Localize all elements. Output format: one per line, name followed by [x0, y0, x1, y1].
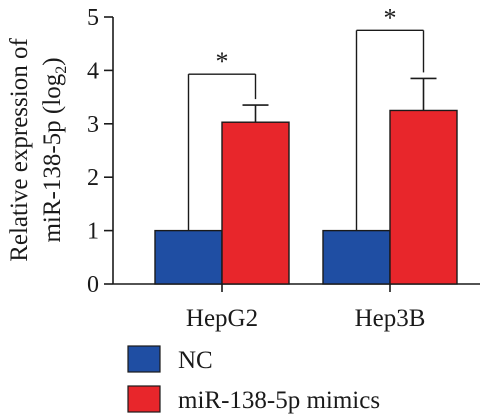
bars: [154, 109, 458, 285]
y-tick-label: 3: [87, 112, 99, 138]
significance-label: *: [384, 3, 397, 32]
significance-brackets: **: [187, 3, 425, 231]
y-tick-label: 2: [87, 165, 99, 191]
legend-swatch: [127, 345, 161, 373]
y-axis-label: Relative expression of miR-138-5p (log2): [6, 38, 70, 262]
bar: [322, 229, 391, 285]
y-axis-label-subscript: 2: [53, 66, 70, 74]
error-bars: [242, 77, 437, 123]
legend-swatch: [127, 385, 161, 413]
significance-label: *: [216, 47, 229, 76]
legend-label: miR-138-5p mimics: [178, 387, 380, 414]
x-tick-labels: HepG2 Hep3B: [186, 305, 426, 332]
y-tick-label: 4: [87, 58, 99, 84]
legend: NC miR-138-5p mimics: [127, 345, 380, 414]
y-axis-label-main: miR-138-5p (log: [39, 73, 66, 242]
bar: [221, 121, 290, 285]
y-tick-label: 0: [87, 272, 99, 298]
x-tick-label: HepG2: [186, 305, 258, 332]
y-axis-label-line1: Relative expression of: [6, 38, 33, 262]
y-tick-label: 1: [87, 219, 99, 245]
y-tick-label: 5: [87, 5, 99, 31]
bar: [389, 109, 458, 285]
legend-label: NC: [178, 347, 213, 374]
y-axis-label-line2: miR-138-5p (log2): [39, 57, 70, 242]
x-tick-label: Hep3B: [355, 305, 426, 332]
y-axis-label-close: ): [39, 57, 66, 65]
bar: [154, 229, 223, 285]
